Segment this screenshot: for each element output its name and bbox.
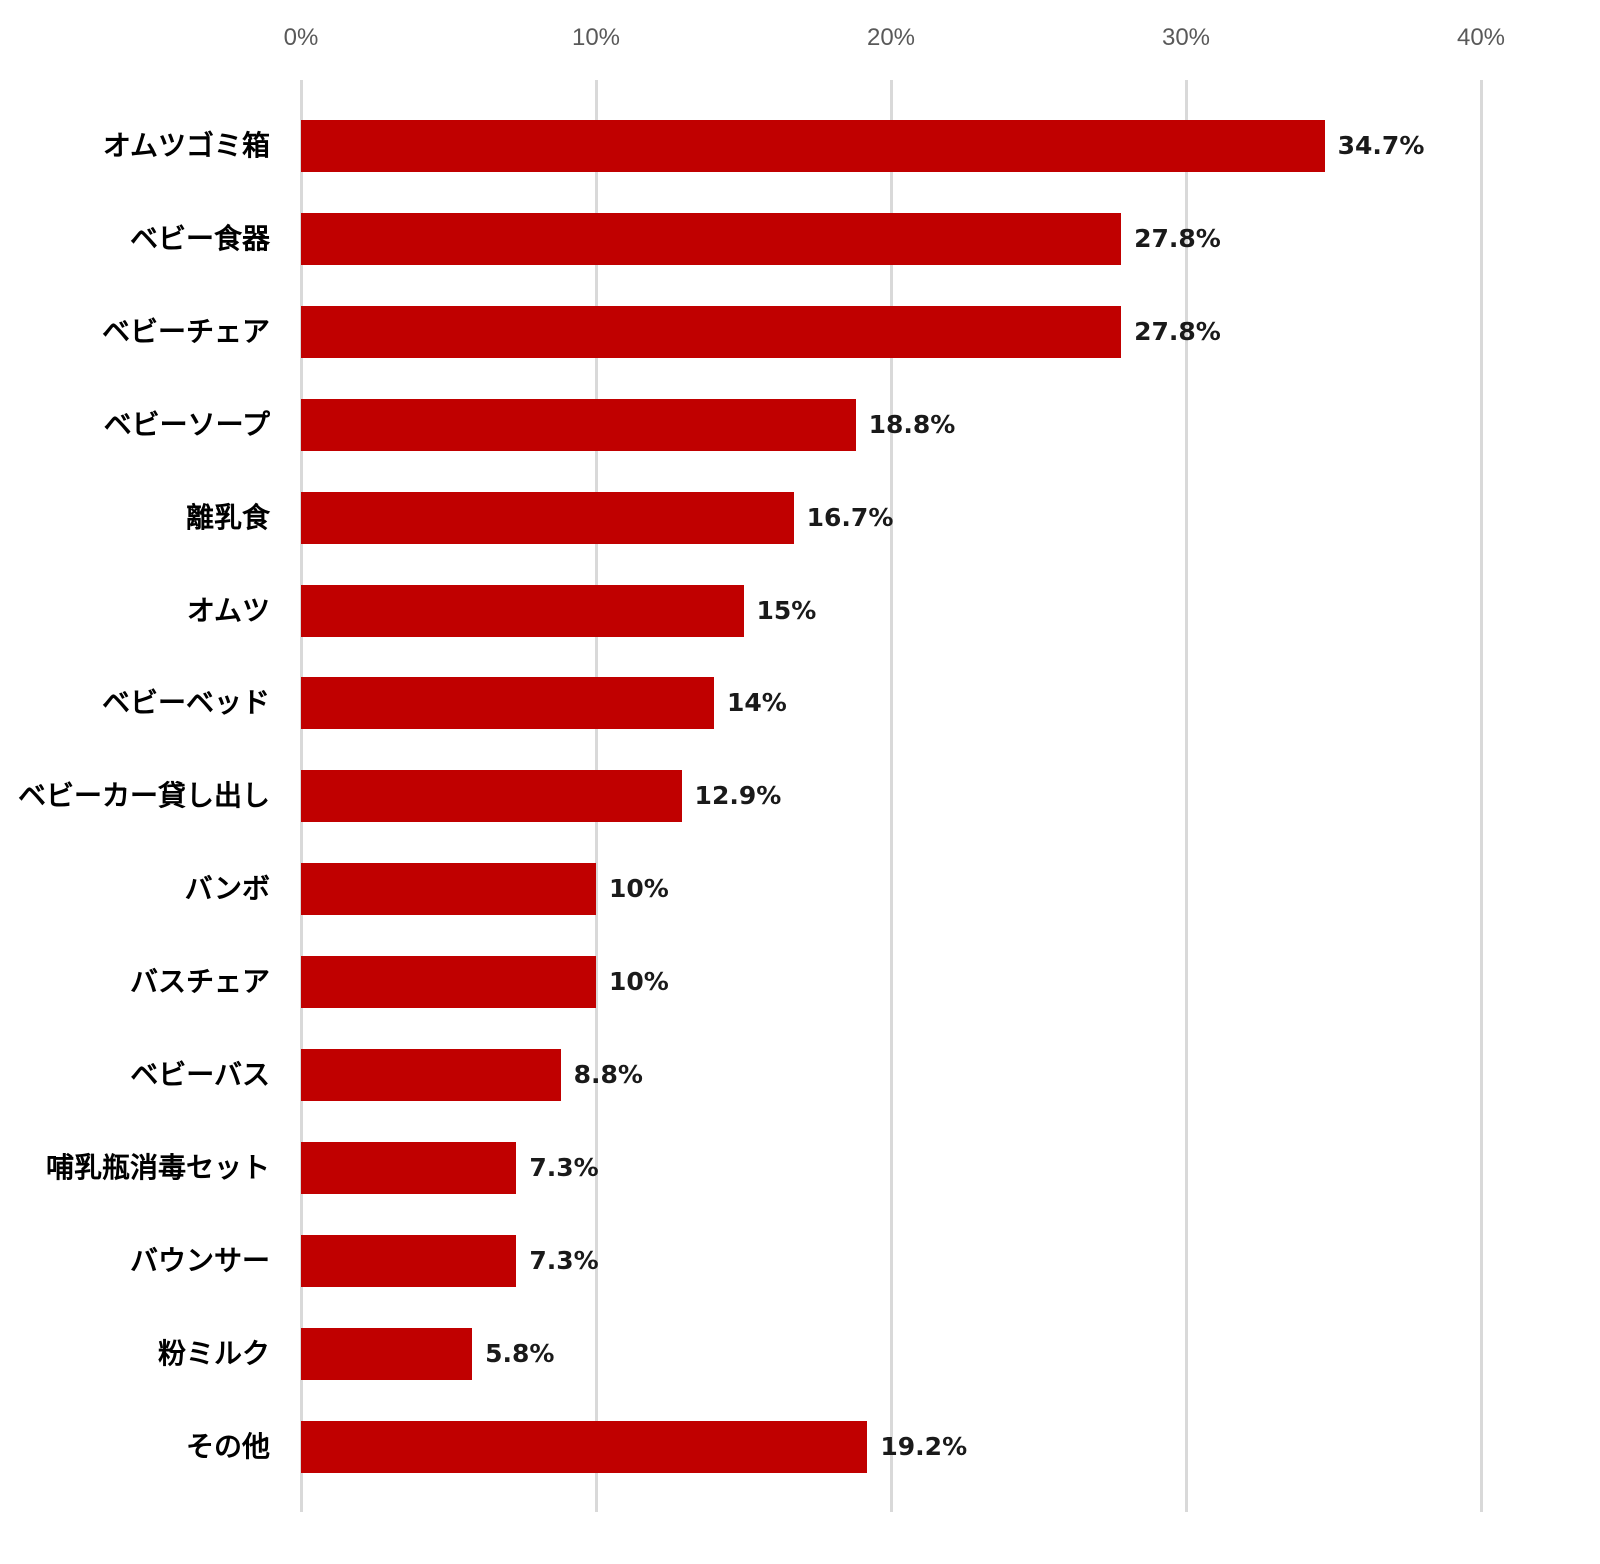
bar-row: ベビーチェア 27.8% bbox=[0, 305, 1600, 358]
bar bbox=[301, 491, 794, 544]
bar-row: ベビー食器 27.8% bbox=[0, 212, 1600, 265]
bar-row: 哺乳瓶消毒セット 7.3% bbox=[0, 1141, 1600, 1194]
value-label: 34.7% bbox=[1337, 131, 1425, 160]
value-label: 5.8% bbox=[485, 1338, 555, 1368]
value-label: 14% bbox=[727, 688, 787, 718]
bar bbox=[301, 1234, 517, 1287]
gridline bbox=[1185, 80, 1188, 1512]
bar-row: バスチェア 10% bbox=[0, 956, 1600, 1009]
bar bbox=[301, 1049, 561, 1101]
bar-row: バンボ 10% bbox=[0, 863, 1600, 916]
bar bbox=[301, 584, 744, 637]
category-label: オムツ bbox=[186, 593, 270, 627]
gridline bbox=[890, 80, 893, 1512]
x-tick-label: 40% bbox=[1456, 24, 1506, 51]
bar-row: 粉ミルク 5.8% bbox=[0, 1327, 1600, 1380]
bar bbox=[301, 398, 856, 451]
value-label: 8.8% bbox=[573, 1060, 643, 1089]
category-label: ベビーチェア bbox=[101, 314, 270, 348]
bar bbox=[301, 863, 596, 916]
value-label: 10% bbox=[609, 967, 669, 997]
bar-row: その他 19.2% bbox=[0, 1420, 1600, 1473]
category-label: 粉ミルク bbox=[157, 1336, 270, 1370]
value-label: 27.8% bbox=[1134, 316, 1221, 346]
bar bbox=[301, 1327, 473, 1380]
bar bbox=[301, 956, 596, 1009]
x-tick-label: 30% bbox=[1161, 24, 1211, 51]
category-label: バスチェア bbox=[129, 965, 270, 999]
bar-row: オムツゴミ箱 34.7% bbox=[0, 120, 1600, 172]
category-label: ベビーソープ bbox=[103, 407, 270, 441]
value-label: 16.7% bbox=[806, 502, 894, 532]
value-label: 15% bbox=[756, 595, 817, 625]
category-label: 哺乳瓶消毒セット bbox=[45, 1150, 270, 1184]
bar bbox=[301, 120, 1325, 172]
bar bbox=[301, 770, 682, 823]
value-label: 12.9% bbox=[694, 781, 782, 811]
value-label: 18.8% bbox=[868, 409, 956, 439]
category-label: 離乳食 bbox=[185, 500, 270, 534]
value-label: 7.3% bbox=[529, 1245, 599, 1275]
category-label: バンボ bbox=[184, 872, 270, 906]
x-tick-label: 10% bbox=[571, 24, 621, 51]
gridline bbox=[1480, 80, 1483, 1512]
bar bbox=[301, 1420, 868, 1473]
x-tick-label: 0% bbox=[283, 24, 319, 51]
category-label: ベビーバス bbox=[130, 1058, 270, 1091]
bar-row: オムツ 15% bbox=[0, 584, 1600, 637]
bar bbox=[301, 1141, 517, 1194]
bar-row: ベビーバス 8.8% bbox=[0, 1049, 1600, 1101]
bar-row: ベビーベッド 14% bbox=[0, 677, 1600, 730]
value-label: 7.3% bbox=[529, 1152, 599, 1182]
bar-row: ベビーソープ 18.8% bbox=[0, 398, 1600, 451]
bar-row: ベビーカー貸し出し 12.9% bbox=[0, 770, 1600, 823]
value-label: 10% bbox=[609, 874, 669, 904]
bar-row: 離乳食 16.7% bbox=[0, 491, 1600, 544]
value-label: 19.2% bbox=[880, 1431, 968, 1461]
x-tick-label: 20% bbox=[866, 24, 916, 51]
category-label: ベビー食器 bbox=[129, 221, 270, 255]
category-label: オムツゴミ箱 bbox=[102, 129, 270, 162]
category-label: バウンサー bbox=[129, 1243, 270, 1277]
category-label: ベビーベッド bbox=[101, 686, 270, 720]
bar bbox=[301, 677, 714, 730]
bar bbox=[301, 212, 1122, 265]
category-label: その他 bbox=[185, 1429, 270, 1463]
category-label: ベビーカー貸し出し bbox=[17, 779, 270, 813]
bar bbox=[301, 305, 1122, 358]
value-label: 27.8% bbox=[1134, 223, 1221, 253]
bar-row: バウンサー 7.3% bbox=[0, 1234, 1600, 1287]
